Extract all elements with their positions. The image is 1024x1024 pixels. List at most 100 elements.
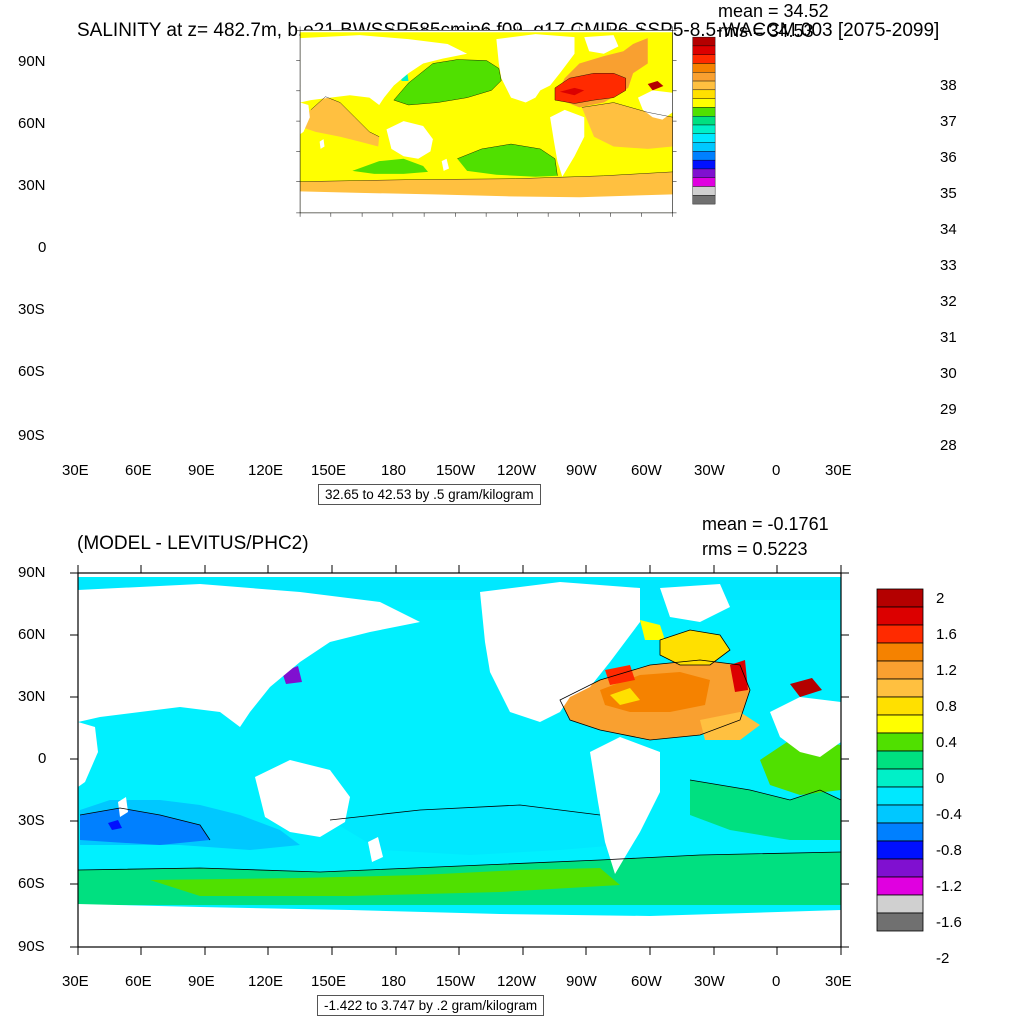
top-lat-label-90n: 90N <box>18 53 46 70</box>
top-colorbar-label: 36 <box>940 149 957 166</box>
bottom-mean-text: mean = -0.1761 <box>702 514 829 534</box>
bottom-lat-label-60s: 60S <box>18 875 45 892</box>
top-colorbar-label: 30 <box>940 365 957 382</box>
bottom-lon-label-60e: 60E <box>125 973 152 990</box>
bottom-lon-label-30e: 30E <box>62 973 89 990</box>
top-lon-label-120e: 120E <box>248 462 284 479</box>
top-colorbar-label: 37 <box>940 113 957 130</box>
bottom-lat-label-eq: 0 <box>38 750 47 767</box>
top-lat-label-eq: 0 <box>38 239 47 256</box>
bottom-lon-label-120e: 120E <box>248 973 284 990</box>
bottom-colorbar-swatch <box>876 858 924 878</box>
bottom-colorbar-label: -0.4 <box>936 806 962 823</box>
bottom-colorbar-swatch <box>876 624 924 644</box>
bottom-lon-label-180: 180 <box>381 973 407 990</box>
top-lat-label-90s: 90S <box>18 427 45 444</box>
top-colorbar-label: 31 <box>940 329 957 346</box>
top-lat-label-30n: 30N <box>18 177 46 194</box>
bottom-lon-label-0: 0 <box>772 973 781 990</box>
top-axis-ticks <box>296 26 677 217</box>
bottom-colorbar-swatch <box>876 660 924 680</box>
bottom-colorbar-label: 1.2 <box>936 662 957 679</box>
top-lon-label-30e: 30E <box>62 462 89 479</box>
top-colorbar-label: 32 <box>940 293 957 310</box>
bottom-lat-label-30n: 30N <box>18 688 46 705</box>
bottom-colorbar-label: 0.8 <box>936 698 957 715</box>
top-lat-label-60n: 60N <box>18 115 46 132</box>
bottom-lat-label-90s: 90S <box>18 938 45 955</box>
top-colorbar <box>692 36 716 205</box>
top-colorbar-label: 35 <box>940 185 957 202</box>
bottom-colorbar-swatch <box>876 804 924 824</box>
top-colorbar-label: 33 <box>940 257 957 274</box>
bottom-land-masses <box>78 573 841 947</box>
bottom-lon-label-120w: 120W <box>497 973 537 990</box>
bottom-colorbar-swatch <box>876 642 924 662</box>
top-colorbar-label: 28 <box>940 437 957 454</box>
bottom-lon-label-30e-right: 30E <box>825 973 852 990</box>
bottom-colorbar-swatch <box>876 840 924 860</box>
bottom-colorbar-swatch <box>876 750 924 770</box>
top-contour-lines <box>300 59 673 182</box>
bottom-colorbar-swatch <box>876 606 924 626</box>
bottom-colorbar-swatch <box>876 912 924 932</box>
top-lon-label-0: 0 <box>772 462 781 479</box>
bottom-map-title: (MODEL - LEVITUS/PHC2) <box>77 533 309 554</box>
bottom-colorbar-label: 2 <box>936 590 945 607</box>
bottom-axis-ticks <box>70 565 849 955</box>
bottom-colorbar-swatch <box>876 696 924 716</box>
bottom-colorbar-label: -2 <box>936 950 950 967</box>
bottom-difference-field <box>78 573 841 947</box>
bottom-colorbar-label: 0 <box>936 770 945 787</box>
bottom-lon-label-90e: 90E <box>188 973 215 990</box>
top-lon-label-90e: 90E <box>188 462 215 479</box>
bottom-lat-label-90n: 90N <box>18 564 46 581</box>
bottom-colorbar-swatch <box>876 768 924 788</box>
bottom-lon-label-30w: 30W <box>694 973 725 990</box>
bottom-lat-label-60n: 60N <box>18 626 46 643</box>
top-salinity-field <box>300 30 673 213</box>
bottom-colorbar-swatch <box>876 786 924 806</box>
top-lat-label-30s: 30S <box>18 301 45 318</box>
bottom-colorbar-label: -1.2 <box>936 878 962 895</box>
bottom-colorbar-label: 1.6 <box>936 626 957 643</box>
bottom-lon-label-90w: 90W <box>566 973 597 990</box>
top-contour-info: 32.65 to 42.53 by .5 gram/kilogram <box>318 484 541 505</box>
bottom-colorbar-label: -0.8 <box>936 842 962 859</box>
bottom-rms-text: rms = 0.5223 <box>702 539 808 559</box>
top-lon-label-150w: 150W <box>436 462 476 479</box>
top-mean-text: mean = 34.52 <box>718 1 829 21</box>
bottom-colorbar-swatch <box>876 732 924 752</box>
top-colorbar-label: 29 <box>940 401 957 418</box>
top-colorbar-swatch <box>692 195 716 205</box>
top-land-masses <box>300 30 673 213</box>
bottom-colorbar-label: 0.4 <box>936 734 957 751</box>
top-lon-label-120w: 120W <box>497 462 537 479</box>
bottom-colorbar-swatch <box>876 588 924 608</box>
top-lon-label-60e: 60E <box>125 462 152 479</box>
top-map-figure <box>296 26 677 217</box>
bottom-lon-label-150w: 150W <box>436 973 476 990</box>
top-lon-label-150e: 150E <box>311 462 347 479</box>
top-lon-label-30w: 30W <box>694 462 725 479</box>
top-colorbar-label: 34 <box>940 221 957 238</box>
bottom-colorbar-swatch <box>876 678 924 698</box>
bottom-contour-lines <box>78 629 841 873</box>
bottom-lon-label-60w: 60W <box>631 973 662 990</box>
top-lon-label-180: 180 <box>381 462 407 479</box>
top-lon-label-90w: 90W <box>566 462 597 479</box>
bottom-lat-label-30s: 30S <box>18 812 45 829</box>
bottom-colorbar-label: -1.6 <box>936 914 962 931</box>
bottom-colorbar-swatch <box>876 714 924 734</box>
bottom-colorbar-swatch <box>876 876 924 896</box>
top-rms-text: rms = 34.53 <box>718 21 814 41</box>
bottom-contour-info: -1.422 to 3.747 by .2 gram/kilogram <box>317 995 545 1016</box>
top-colorbar-label: 38 <box>940 77 957 94</box>
top-lon-label-60w: 60W <box>631 462 662 479</box>
bottom-colorbar-swatch <box>876 822 924 842</box>
bottom-colorbar-swatch <box>876 894 924 914</box>
top-lat-label-60s: 60S <box>18 363 45 380</box>
top-lon-label-30e-right: 30E <box>825 462 852 479</box>
